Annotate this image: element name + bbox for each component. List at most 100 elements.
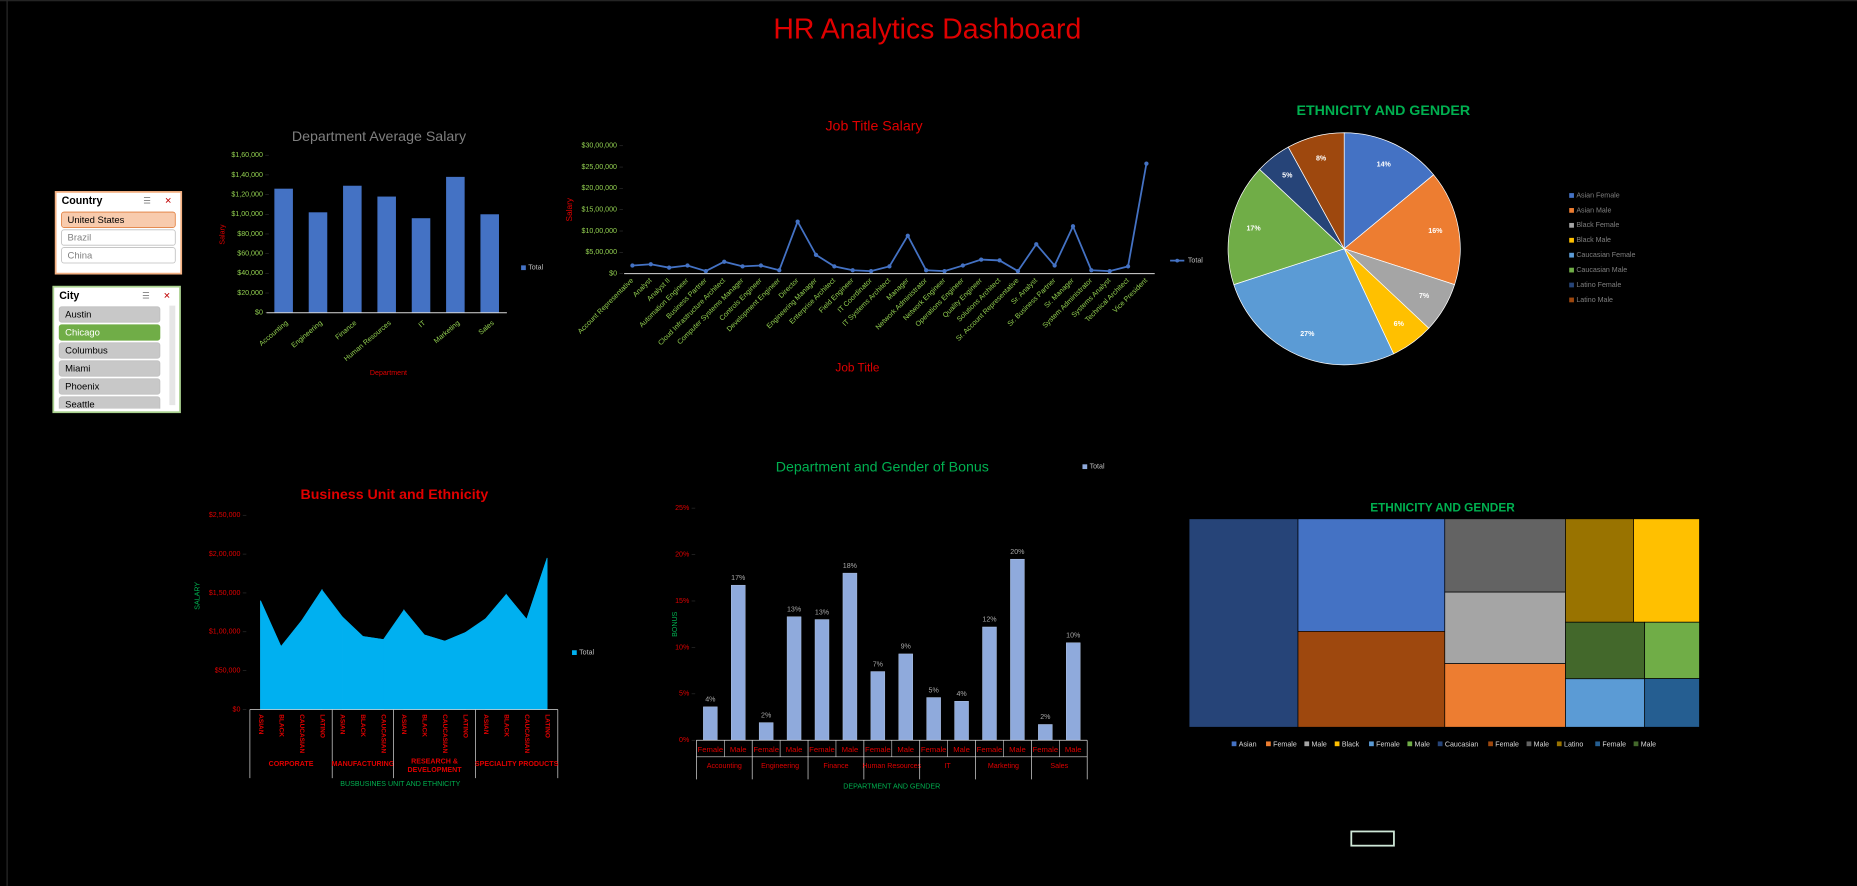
x-tick-label: ASIAN	[482, 714, 489, 735]
group-label: CORPORATE	[269, 760, 314, 768]
legend-label: Black Female	[1576, 221, 1619, 229]
point	[1144, 161, 1149, 166]
data-label: 7%	[1419, 292, 1430, 300]
legend-label: Caucasian Male	[1576, 266, 1627, 274]
legend-label: Black Male	[1576, 236, 1611, 244]
slicer-item-label[interactable]: Columbus	[65, 346, 108, 357]
point	[1052, 263, 1057, 268]
x-tick-label: Male	[730, 745, 747, 754]
bar	[870, 671, 886, 741]
slicer-item[interactable]	[61, 229, 176, 246]
point	[1015, 268, 1021, 274]
legend-swatch	[1488, 741, 1493, 747]
x-tick-label: Male	[1065, 745, 1082, 754]
x-tick-label: CAUCASIAN	[380, 714, 387, 753]
legend-label: Latino	[1564, 740, 1583, 748]
legend-swatch	[1569, 193, 1574, 198]
slicer-item[interactable]	[58, 396, 161, 412]
x-axis-title: DEPARTMENT AND GENDER	[843, 782, 940, 790]
chart-title: Department and Gender of Bonus	[776, 460, 989, 476]
treemap-tile	[1565, 678, 1646, 728]
y-axis-title: Salary	[219, 224, 227, 245]
legend-swatch	[1569, 252, 1574, 258]
y-tick-label: 10%	[675, 643, 690, 651]
group-label: Finance	[823, 762, 848, 770]
pie-slice	[1233, 248, 1395, 366]
slicer-item-label[interactable]: Phoenix	[65, 382, 99, 393]
legend-label: Female	[1273, 740, 1297, 748]
bar	[411, 218, 431, 313]
slicer-item-label[interactable]: Brazil	[68, 233, 92, 244]
y-tick-label: 15%	[675, 597, 690, 605]
y-tick-label: $80,000	[237, 230, 263, 238]
slicer-item-label[interactable]: United States	[68, 215, 125, 226]
legend-label: Total	[528, 264, 543, 272]
treemap-tile	[1444, 591, 1566, 664]
point	[887, 264, 892, 269]
multi-select-icon[interactable]: ☰	[142, 290, 149, 300]
slicer-item[interactable]	[58, 324, 161, 341]
treemap-tile	[1297, 518, 1446, 632]
y-tick-label: $2,00,000	[209, 550, 241, 558]
legend-swatch	[1369, 741, 1374, 747]
y-tick-label: $10,00,000	[582, 227, 618, 235]
x-axis-title: Department	[370, 369, 407, 377]
clear-filter-icon[interactable]: ✕	[163, 290, 170, 300]
bar	[758, 722, 774, 741]
slicer-item-label[interactable]: Chicago	[65, 328, 100, 339]
legend-swatch	[1595, 741, 1601, 747]
y-axis-title: BONUS	[671, 611, 679, 636]
data-label: 2%	[1040, 713, 1051, 721]
y-tick-label: $1,00,000	[209, 628, 241, 636]
slicer-item[interactable]	[58, 306, 161, 323]
slicer-item[interactable]	[61, 211, 176, 228]
slicer-item-label[interactable]: Miami	[65, 364, 90, 375]
slicer-item-label[interactable]: Seattle	[65, 400, 94, 411]
point	[942, 268, 947, 274]
slicer-title: Country	[62, 195, 103, 207]
point	[667, 265, 672, 270]
x-tick-label: Female	[753, 745, 779, 754]
x-tick-label: LATINO	[318, 714, 325, 738]
slicer-item[interactable]	[58, 342, 161, 359]
slicer-item[interactable]	[61, 247, 176, 264]
y-tick-label: $30,00,000	[582, 142, 618, 150]
legend-swatch	[1569, 237, 1574, 243]
x-tick-label: CAUCASIAN	[298, 714, 305, 753]
bar	[480, 214, 499, 313]
multi-select-icon[interactable]: ☰	[143, 196, 150, 206]
slicer-item-label[interactable]: China	[68, 250, 93, 261]
slicer-item[interactable]	[58, 360, 161, 377]
x-tick-label: LATINO	[543, 714, 550, 738]
cell-cursor[interactable]	[1350, 830, 1395, 847]
bar	[274, 188, 293, 313]
point	[722, 259, 727, 264]
x-tick-label: Female	[977, 745, 1003, 754]
group-label: IT	[944, 762, 951, 770]
clear-filter-icon[interactable]: ✕	[165, 196, 172, 206]
treemap-tile	[1644, 678, 1700, 728]
x-tick-label: BLACK	[277, 714, 284, 737]
x-tick-label: Female	[1033, 745, 1059, 754]
data-label: 6%	[1394, 320, 1405, 328]
slicer-item[interactable]	[58, 378, 161, 395]
group-label: MANUFACTURING	[332, 760, 395, 768]
chart-title: Job Title Salary	[825, 119, 923, 135]
x-tick-label: Male	[953, 745, 970, 754]
pie-slice	[1343, 132, 1435, 250]
data-label: 14%	[1377, 161, 1392, 169]
slicer-item-label[interactable]: Austin	[65, 310, 91, 321]
legend-label: Female	[1495, 740, 1519, 748]
legend-marker	[1175, 258, 1180, 263]
slicer-title: City	[59, 290, 79, 302]
chart-title: ETHNICITY AND GENDER	[1370, 500, 1515, 514]
legend-swatch	[1407, 741, 1413, 747]
bar	[731, 584, 746, 741]
bar	[954, 701, 969, 741]
data-label: 2%	[761, 711, 772, 719]
legend-swatch	[1526, 741, 1532, 747]
legend-label: Asian Female	[1576, 191, 1619, 199]
y-tick-label: 25%	[675, 504, 690, 512]
point	[1107, 268, 1112, 274]
